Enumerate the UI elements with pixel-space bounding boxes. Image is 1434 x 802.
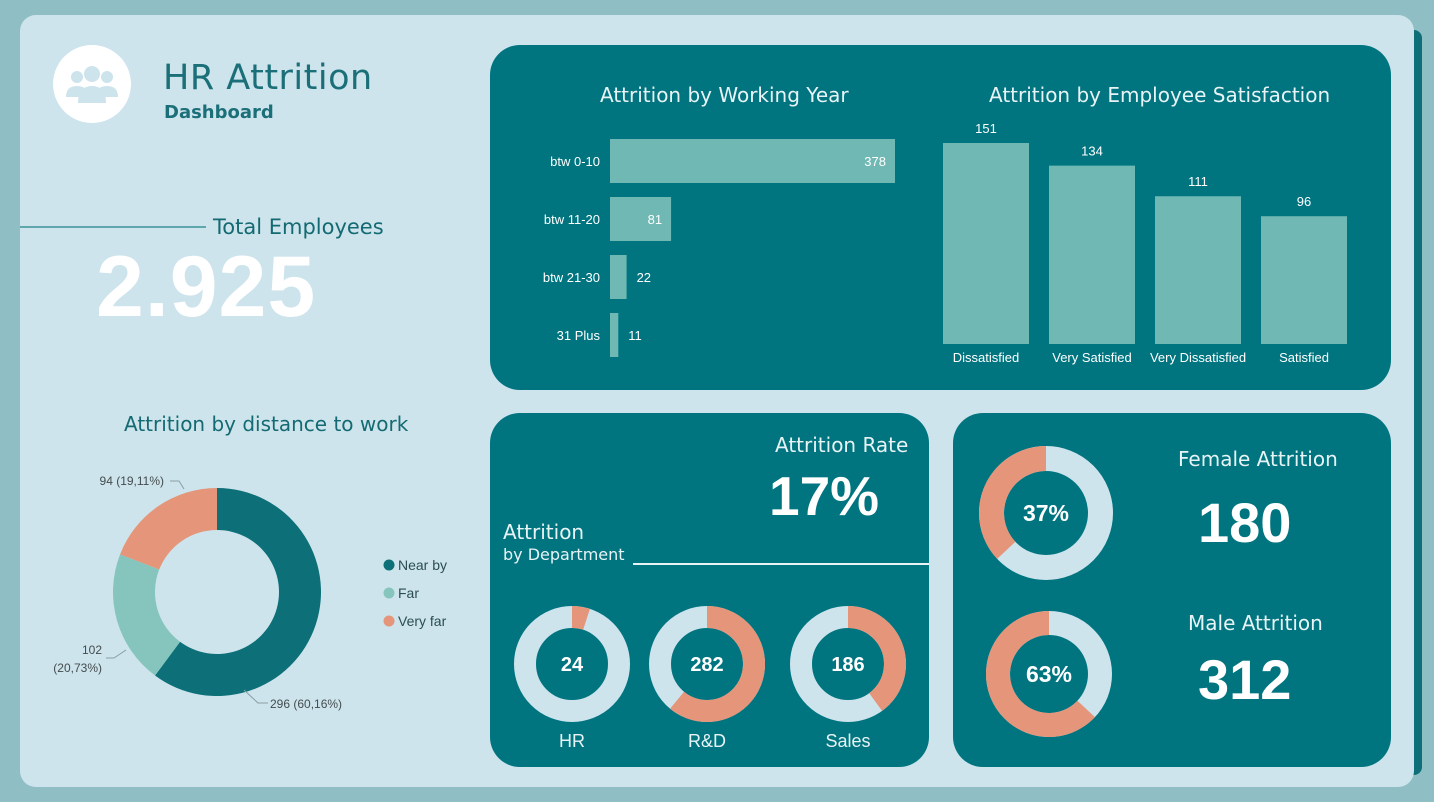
satisfaction-value-label: 134 [1081, 144, 1103, 159]
distance-data-label: 296 (60,16%) [270, 697, 342, 711]
department-section-title: Attrition [503, 520, 585, 544]
distance-legend-label: Very far [398, 613, 447, 629]
total-employees-label: Total Employees [213, 215, 384, 239]
gender-donut-slice [979, 446, 1046, 559]
distance-legend-marker [383, 559, 395, 571]
working-year-category-label: btw 0-10 [550, 154, 600, 169]
app-subtitle: Dashboard [164, 102, 274, 123]
department-donut-slice [670, 606, 765, 722]
satisfaction-category-label: Satisfied [1279, 350, 1329, 365]
satisfaction-value-label: 151 [975, 121, 997, 136]
department-donut-charts: 24 HR 282 R&D 186 Sales [514, 606, 906, 751]
satisfaction-category-label: Dissatisfied [953, 350, 1019, 365]
working-year-bar-chart: btw 0-10 378 btw 11-20 81 btw 21-30 22 31 Plus… [543, 139, 895, 357]
satisfaction-value-label: 111 [1188, 174, 1208, 189]
satisfaction-category-label: Very Dissatisfied [1150, 350, 1246, 365]
distance-donut-slice [120, 488, 217, 570]
gender-percent-label: 63% [1026, 661, 1072, 687]
distance-donut-slice [113, 554, 181, 676]
working-year-value-label: 11 [628, 328, 642, 343]
satisfaction-title: Attrition by Employee Satisfaction [989, 83, 1331, 107]
users-group-icon [66, 66, 118, 103]
working-year-value-label: 378 [864, 154, 886, 169]
male-attrition-value: 312 [1198, 648, 1292, 711]
distance-leader-line [243, 689, 268, 704]
department-section-subtitle: by Department [503, 545, 625, 564]
department-category-label: HR [559, 731, 585, 751]
distance-chart-title: Attrition by distance to work [124, 412, 409, 436]
distance-leader-line [106, 649, 127, 659]
logo [53, 45, 131, 123]
gender-donut-charts: 37% 63% [979, 446, 1113, 737]
department-donut-slice [572, 606, 590, 630]
distance-legend-marker [383, 587, 395, 599]
working-year-bar [610, 313, 619, 357]
working-year-category-label: btw 11-20 [544, 212, 600, 227]
working-year-value-label: 22 [637, 270, 651, 285]
satisfaction-bar [943, 143, 1029, 344]
distance-leader-line [170, 480, 185, 490]
satisfaction-bar [1155, 196, 1241, 344]
working-year-bar [610, 255, 627, 299]
male-attrition-label: Male Attrition [1188, 611, 1323, 635]
working-year-bar [610, 139, 895, 183]
department-category-label: R&D [688, 731, 726, 751]
working-year-bar [610, 197, 672, 241]
distance-data-label-continued: (20,73%) [53, 661, 102, 675]
department-value-label: 282 [690, 654, 723, 676]
female-attrition-label: Female Attrition [1178, 447, 1338, 471]
gender-donut-slice [986, 611, 1095, 737]
working-year-value-label: 81 [648, 212, 662, 227]
total-employees-value: 2.925 [96, 239, 317, 335]
department-category-label: Sales [825, 731, 870, 751]
working-year-title: Attrition by Working Year [600, 83, 849, 107]
department-donut-slice [848, 606, 906, 711]
attrition-rate-value: 17% [769, 465, 880, 527]
department-divider [633, 563, 929, 565]
satisfaction-bar-chart: 151 Dissatisfied 134 Very Satisfied 111 Very … [943, 121, 1347, 365]
gender-percent-label: 37% [1023, 500, 1069, 526]
distance-donut-slice [155, 488, 321, 696]
working-year-category-label: 31 Plus [557, 328, 601, 343]
distance-data-label: 102 [82, 643, 102, 657]
divider-line [20, 226, 206, 228]
department-value-label: 24 [561, 654, 584, 676]
distance-legend-label: Far [398, 585, 419, 601]
distance-data-label: 94 (19,11%) [100, 474, 164, 488]
satisfaction-bar [1261, 216, 1347, 344]
satisfaction-value-label: 96 [1297, 194, 1311, 209]
distance-donut-chart: 296 (60,16%) 102 (20,73%) 94 (19,11%) Near b… [53, 474, 447, 711]
department-value-label: 186 [831, 654, 864, 676]
female-attrition-value: 180 [1198, 491, 1292, 554]
app-title: HR Attrition [163, 58, 373, 98]
distance-legend-marker [383, 615, 395, 627]
working-year-category-label: btw 21-30 [543, 270, 600, 285]
attrition-rate-label: Attrition Rate [775, 433, 909, 457]
satisfaction-bar [1049, 165, 1135, 344]
distance-legend-label: Near by [398, 557, 447, 573]
satisfaction-category-label: Very Satisfied [1052, 350, 1132, 365]
